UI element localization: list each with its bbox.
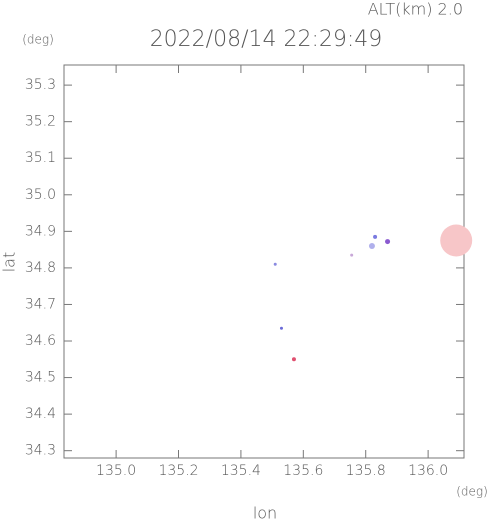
y-tick-label: 34.5	[25, 370, 56, 386]
x-tick-label: 135.2	[158, 463, 198, 479]
y-tick-label: 34.7	[25, 296, 56, 312]
x-unit: (deg)	[456, 485, 488, 499]
echo-point	[273, 262, 277, 266]
echo-point	[350, 253, 354, 257]
x-tick-label: 135.6	[283, 463, 323, 479]
echo-point	[440, 224, 473, 257]
echo-point	[368, 242, 375, 249]
plot-frame	[63, 64, 465, 459]
y-tick-label: 34.9	[25, 223, 56, 239]
y-tick-label: 34.3	[25, 443, 56, 459]
chart-title: 2022/08/14 22:29:49	[150, 27, 383, 52]
y-axis-label: lat	[0, 252, 19, 273]
echo-point	[279, 326, 283, 330]
x-tick-label: 136.0	[408, 463, 448, 479]
y-tick-label: 35.1	[25, 150, 56, 166]
y-unit: (deg)	[22, 33, 54, 47]
y-tick-label: 35.2	[25, 114, 56, 130]
x-axis-label: lon	[253, 504, 277, 522]
y-tick-label: 35.0	[25, 187, 56, 203]
echo-point	[291, 357, 296, 362]
y-tick-label: 34.6	[25, 333, 56, 349]
echo-point	[385, 239, 391, 245]
echo-point	[373, 234, 378, 239]
y-tick-label: 34.4	[25, 406, 56, 422]
x-tick-label: 135.4	[221, 463, 261, 479]
x-tick-label: 135.0	[96, 463, 136, 479]
y-tick-label: 35.3	[25, 77, 56, 93]
y-tick-label: 34.8	[25, 260, 56, 276]
chart-subtitle: ALT(km) 2.0	[368, 0, 463, 19]
x-tick-label: 135.8	[346, 463, 386, 479]
